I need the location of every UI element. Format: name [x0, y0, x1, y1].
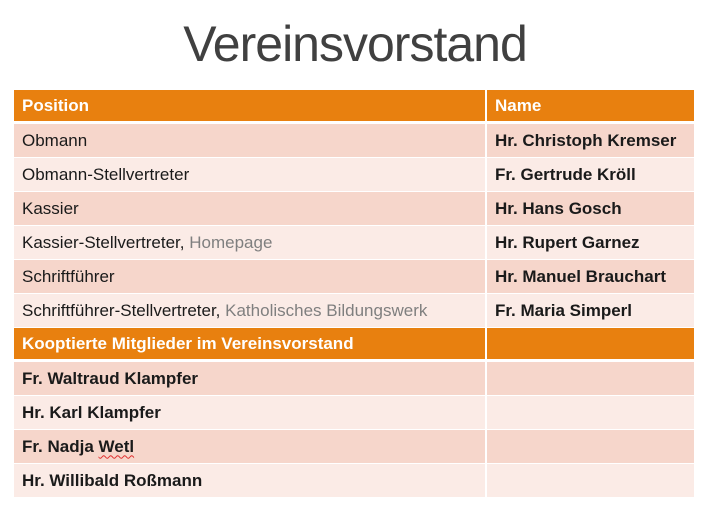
empty-cell: [486, 360, 694, 396]
empty-cell: [486, 429, 694, 464]
spellcheck-marked-word: Wetl: [98, 436, 135, 456]
position-note: Homepage: [189, 232, 273, 252]
table-row: Hr. Karl Klampfer: [14, 395, 694, 430]
position-text: Obmann-Stellvertreter: [22, 164, 190, 184]
coopted-member: Hr. Karl Klampfer: [14, 395, 487, 430]
coopted-member: Fr. Waltraud Klampfer: [14, 360, 487, 396]
table-row: Kassier-Stellvertreter, Homepage Hr. Rup…: [14, 225, 694, 260]
position-cell: Obmann: [14, 122, 487, 158]
name-cell: Fr. Gertrude Kröll: [486, 157, 694, 192]
name-cell: Hr. Hans Gosch: [486, 191, 694, 226]
name-cell: Hr. Manuel Brauchart: [486, 259, 694, 294]
board-table: Position Name Obmann Hr. Christoph Krems…: [14, 90, 694, 498]
table-row: Kassier Hr. Hans Gosch: [14, 191, 694, 226]
position-text: Schriftführer: [22, 266, 115, 286]
position-text: Schriftführer-Stellvertreter,: [22, 300, 221, 320]
board-table-container: Position Name Obmann Hr. Christoph Krems…: [14, 90, 694, 498]
member-name: Hr. Willibald Roßmann: [22, 470, 203, 490]
coopted-header-row: Kooptierte Mitglieder im Vereinsvorstand: [14, 327, 694, 362]
name-cell: Hr. Christoph Kremser: [486, 122, 694, 158]
position-text: Kassier-Stellvertreter,: [22, 232, 185, 252]
position-text: Kassier: [22, 198, 79, 218]
table-header-row: Position Name: [14, 90, 694, 124]
member-name: Fr. Waltraud Klampfer: [22, 368, 199, 388]
page-title: Vereinsvorstand: [183, 16, 528, 72]
table-row: Fr. Nadja Wetl: [14, 429, 694, 464]
position-cell: Kassier: [14, 191, 487, 226]
position-cell: Schriftführer-Stellvertreter, Katholisch…: [14, 293, 487, 328]
table-row: Obmann-Stellvertreter Fr. Gertrude Kröll: [14, 157, 694, 192]
member-name: Hr. Karl Klampfer: [22, 402, 161, 422]
coopted-member: Fr. Nadja Wetl: [14, 429, 487, 464]
coopted-header: Kooptierte Mitglieder im Vereinsvorstand: [14, 327, 487, 362]
table-row: Schriftführer Hr. Manuel Brauchart: [14, 259, 694, 294]
table-row: Schriftführer-Stellvertreter, Katholisch…: [14, 293, 694, 328]
empty-cell: [486, 463, 694, 498]
member-name: Fr. Nadja: [22, 436, 99, 456]
empty-cell: [486, 395, 694, 430]
position-note: Katholisches Bildungswerk: [225, 300, 428, 320]
position-cell: Schriftführer: [14, 259, 487, 294]
table-row: Hr. Willibald Roßmann: [14, 463, 694, 498]
table-row: Obmann Hr. Christoph Kremser: [14, 122, 694, 158]
position-text: Obmann: [22, 130, 88, 150]
position-cell: Obmann-Stellvertreter: [14, 157, 487, 192]
name-cell: Hr. Rupert Garnez: [486, 225, 694, 260]
table-row: Fr. Waltraud Klampfer: [14, 360, 694, 396]
header-name: Name: [486, 90, 694, 124]
position-cell: Kassier-Stellvertreter, Homepage: [14, 225, 487, 260]
coopted-header-empty: [486, 327, 694, 362]
header-position: Position: [14, 90, 487, 124]
name-cell: Fr. Maria Simperl: [486, 293, 694, 328]
coopted-member: Hr. Willibald Roßmann: [14, 463, 487, 498]
